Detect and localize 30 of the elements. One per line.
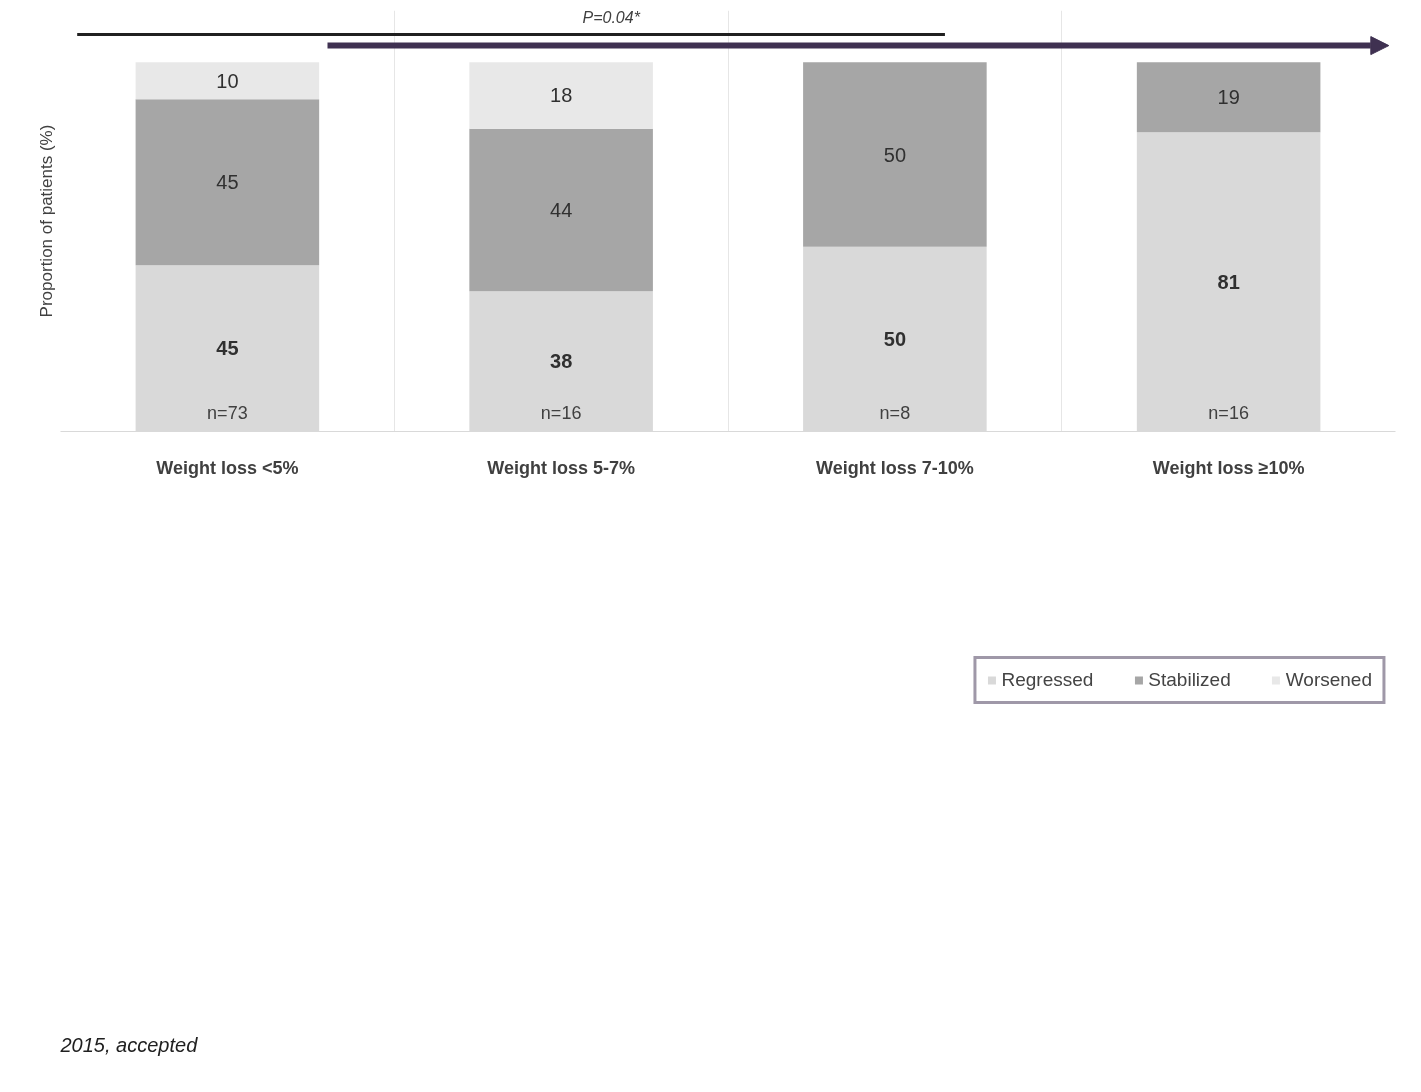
bar — [803, 62, 987, 247]
data-label: 45 — [216, 337, 239, 360]
annotation: n=8 — [879, 403, 911, 424]
legend-label: Regressed — [1001, 669, 1094, 691]
data-label: 10 — [216, 69, 239, 92]
bar — [469, 62, 653, 129]
data-label: 50 — [883, 143, 906, 166]
annotation: n=16 — [1208, 403, 1249, 424]
bar — [135, 62, 320, 100]
annotation: n=73 — [207, 403, 248, 424]
y-axis-title: Proportion of patients (%) — [36, 124, 56, 318]
text: 2015, accepted — [59, 1033, 199, 1056]
data-label: 44 — [550, 198, 573, 221]
x-tick-label: Weight loss <5% — [156, 457, 299, 478]
data-label: 50 — [883, 328, 906, 351]
bar — [469, 128, 653, 292]
legend-label: Stabilized — [1148, 669, 1231, 691]
data-label: 45 — [216, 171, 239, 194]
annotation: n=16 — [540, 403, 582, 424]
legend-label: Worsened — [1285, 669, 1372, 691]
bar — [135, 99, 320, 266]
data-label: 38 — [550, 350, 573, 373]
x-tick-label: Weight loss 5-7% — [487, 457, 635, 478]
x-tick-label: Weight loss ≥10% — [1152, 457, 1305, 478]
data-label: 19 — [1217, 86, 1240, 109]
x-tick-label: Weight loss 7-10% — [816, 457, 974, 478]
data-label: 81 — [1217, 270, 1240, 293]
data-label: 18 — [550, 84, 573, 107]
bar — [1136, 62, 1321, 133]
text: P=0.04* — [582, 9, 641, 27]
